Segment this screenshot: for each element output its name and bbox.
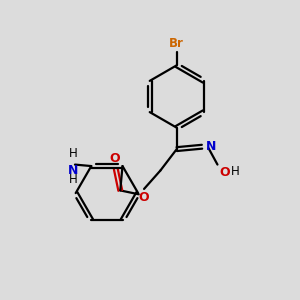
- Text: H: H: [69, 147, 78, 161]
- Text: H: H: [231, 165, 240, 178]
- Text: O: O: [219, 166, 230, 179]
- Text: O: O: [109, 152, 120, 166]
- Text: H: H: [69, 173, 78, 186]
- Text: N: N: [206, 140, 216, 153]
- Text: N: N: [68, 164, 79, 177]
- Text: O: O: [138, 191, 149, 204]
- Text: Br: Br: [169, 37, 184, 50]
